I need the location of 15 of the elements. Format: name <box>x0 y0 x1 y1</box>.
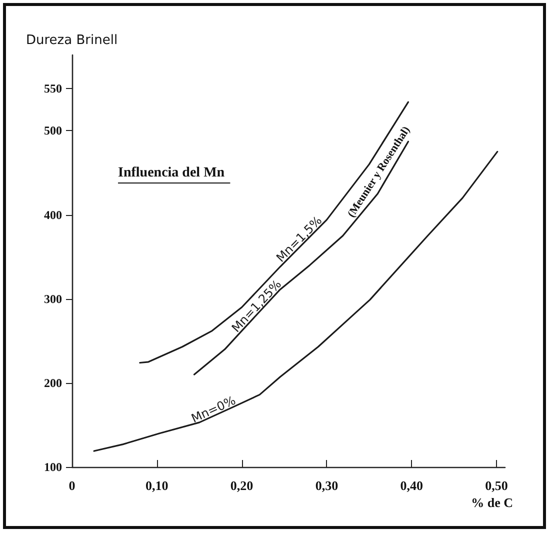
x-tick-label: 0,40 <box>400 478 423 493</box>
y-tick-label: 300 <box>44 292 62 306</box>
y-tick-label: 200 <box>44 376 62 390</box>
x-tick-label: 0,30 <box>315 478 338 493</box>
x-tick-label: 0,10 <box>146 478 168 493</box>
y-tick-label: 400 <box>44 208 62 222</box>
y-tick-label: 100 <box>44 460 62 474</box>
y-tick-label: 500 <box>44 124 62 138</box>
x-tick-label: 0 <box>68 478 76 493</box>
x-tick-label: 0,20 <box>230 478 254 493</box>
y-axis-title: Dureza Brinell <box>26 33 118 48</box>
y-tick-label: 550 <box>44 82 62 96</box>
x-axis-title: % de C <box>471 495 513 510</box>
annotation: Influencia del Mn <box>118 166 225 180</box>
x-tick-label: 0,50 <box>485 478 508 493</box>
